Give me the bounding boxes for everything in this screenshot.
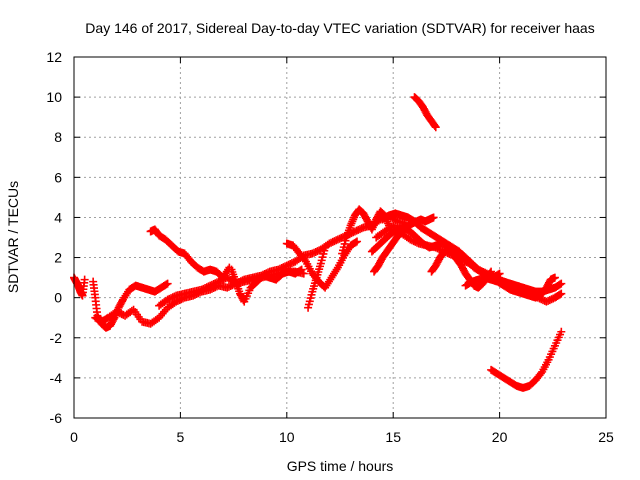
x-tick-label: 0 [70, 429, 78, 445]
plot-frame [73, 56, 607, 419]
y-tick-label: -6 [50, 410, 63, 426]
data-point [430, 121, 439, 130]
x-tick-label: 15 [385, 429, 401, 445]
y-tick-label: -4 [50, 370, 63, 386]
series-arc-a [70, 273, 89, 300]
series-arc-f [227, 265, 306, 306]
data-point [353, 237, 362, 246]
y-axis-ticks: -6 -4 -2 0 2 4 6 8 10 12 [46, 49, 606, 426]
series-arc-p [410, 93, 440, 132]
data-point [431, 123, 440, 132]
data-point [80, 275, 89, 284]
y-tick-label: -2 [50, 330, 63, 346]
data-point [557, 289, 566, 298]
data-point [321, 243, 330, 252]
series-arc-q [487, 327, 566, 392]
data-point [550, 273, 559, 282]
data-point [494, 270, 503, 279]
x-tick-label: 10 [279, 429, 295, 445]
y-axis-label: SDTVAR / TECUs [5, 181, 21, 293]
series-arc-o [461, 273, 559, 302]
x-tick-label: 20 [492, 429, 508, 445]
data-points [70, 93, 566, 392]
x-axis-ticks: 0 5 10 15 20 25 [70, 57, 614, 445]
y-tick-label: 4 [54, 209, 62, 225]
x-tick-label: 5 [177, 429, 185, 445]
y-tick-label: 0 [54, 290, 62, 306]
data-point [296, 266, 305, 275]
data-point [557, 279, 566, 288]
series-arc-m [370, 213, 438, 276]
data-point [557, 327, 566, 336]
y-tick-label: 8 [54, 129, 62, 145]
y-tick-label: 10 [46, 89, 62, 105]
data-point [556, 290, 565, 299]
x-axis-label: GPS time / hours [287, 458, 394, 474]
y-tick-label: 12 [46, 49, 62, 65]
data-point [163, 279, 172, 288]
series-arc-h [304, 243, 330, 312]
data-point [495, 269, 504, 278]
data-point [300, 255, 309, 264]
y-tick-label: 6 [54, 169, 62, 185]
y-tick-label: 2 [54, 250, 62, 266]
data-point [429, 213, 438, 222]
chart-title: Day 146 of 2017, Sidereal Day-to-day VTE… [85, 20, 594, 36]
data-point [162, 280, 171, 289]
series-arc-g [282, 237, 362, 292]
data-point [297, 265, 306, 274]
x-tick-label: 25 [598, 429, 614, 445]
data-point [487, 267, 496, 276]
data-point [536, 369, 545, 378]
data-point [556, 280, 565, 289]
series-arc-c [146, 225, 234, 282]
data-point [351, 238, 360, 247]
